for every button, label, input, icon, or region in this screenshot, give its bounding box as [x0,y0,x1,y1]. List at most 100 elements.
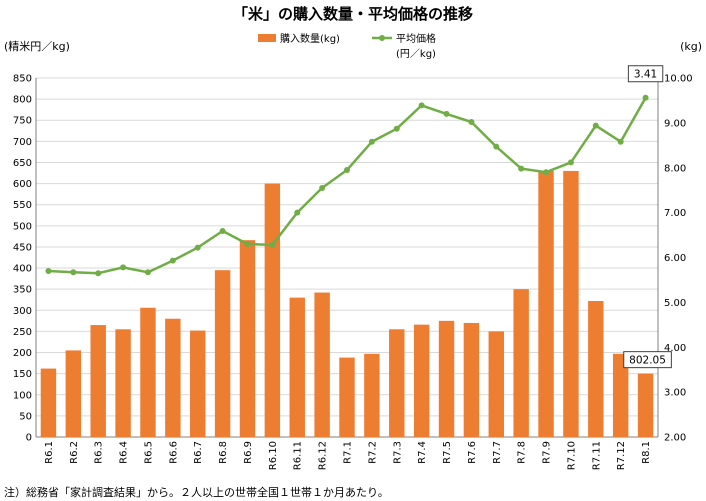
bar [413,324,430,437]
bar [538,170,554,437]
line-point [269,241,276,248]
bar [637,373,654,437]
x-tick-label: R6.10 [268,441,279,470]
y-left-tick-label: 650 [13,158,32,169]
line-point [294,209,301,216]
y-left-tick-label: 800 [13,95,32,106]
line-point [194,244,201,251]
x-tick-label: R6.11 [293,441,304,470]
legend-line-marker [379,35,385,41]
line-point [393,125,400,132]
callout-label: 3.41 [634,69,657,81]
x-tick-label: R7.9 [542,441,553,464]
bar [463,322,480,437]
right-axis-unit: (kg) [680,40,702,53]
y-right-tick-label: 7.00 [664,208,686,219]
line-point [368,138,375,145]
bar [289,297,305,437]
y-left-tick-label: 250 [13,327,32,338]
x-tick-label: R7.1 [343,441,354,464]
line-point [219,228,226,235]
x-tick-label: R6.5 [143,441,154,464]
bar [612,353,629,437]
line-point [418,102,425,109]
x-tick-label: R6.12 [318,441,329,470]
footnote: 注）総務省「家計調査結果」から。２人以上の世帯全国１世帯１か月あたり。 [4,485,389,499]
bar [165,318,181,437]
y-left-tick-label: 400 [13,264,32,275]
y-left-tick-label: 850 [13,74,32,85]
x-tick-label: R6.9 [243,441,254,464]
bar [488,331,504,437]
bar [239,240,256,437]
x-tick-label: R7.7 [492,441,503,464]
bar [389,329,405,437]
legend: 購入数量(kg) 平均価格 (円／kg) [258,32,436,60]
y-right-tick-label: 2.00 [664,433,686,444]
line-point [95,270,102,277]
line-point [642,94,649,101]
line-point [144,269,151,276]
y-left-tick-label: 0 [26,433,32,444]
legend-line-label-1: 平均価格 [396,32,436,45]
y-right-tick-label: 5.00 [664,298,686,309]
x-tick-label: R7.2 [367,441,378,464]
y-left-tick-label: 350 [13,285,32,296]
x-tick-label: R7.5 [442,441,453,464]
bar [339,357,355,437]
bar [314,292,330,437]
x-tick-label: R6.8 [218,441,229,464]
bar [90,325,106,437]
y-left-tick-label: 150 [13,369,32,380]
x-tick-label: R7.11 [591,441,602,470]
y-right-tick-label: 8.00 [664,163,686,174]
bar [264,183,281,437]
x-tick-label: R6.6 [168,441,179,464]
x-tick-label: R7.8 [517,441,528,464]
legend-line-label-2: (円／kg) [396,48,436,60]
y-left-tick-label: 600 [13,179,32,190]
line-point [319,184,326,191]
y-right-tick-label: 10.00 [664,74,693,85]
line-point [443,110,450,117]
x-tick-label: R7.6 [467,441,478,464]
y-left-tick-label: 200 [13,348,32,359]
x-tick-label: R7.12 [616,441,627,470]
line-point [344,166,350,173]
line-point [518,165,525,172]
line-point [592,122,599,129]
x-tick-label: R7.3 [392,441,403,464]
line-point [244,241,251,248]
bar [214,270,231,437]
bar [115,329,131,437]
x-tick-label: R6.3 [94,441,105,464]
y-left-tick-label: 550 [13,200,32,211]
x-tick-label: R8.1 [641,441,652,464]
line-point [567,159,574,166]
line-point [169,257,176,264]
bar [438,320,455,437]
callout-box [623,351,672,369]
x-tick-label: R7.10 [566,441,577,470]
y-left-tick-label: 450 [13,242,32,253]
callout-box [627,65,664,83]
x-tick-label: R6.2 [69,441,80,464]
line-point [120,264,127,271]
plot-area: 0 50 100 150 200 250 300 350 400 450 500 550 600 650 7… [13,65,693,470]
bar [65,350,82,437]
y-left-tick-label: 700 [13,137,32,148]
y-left-tick-label: 750 [13,116,32,127]
line-point [543,169,550,176]
x-tick-label: R6.1 [44,441,55,464]
bar [513,289,529,437]
x-tick-label: R6.7 [193,441,204,464]
bar [190,330,206,437]
y-right-tick-label: 6.00 [664,253,686,264]
x-tick-label: R6.4 [119,441,130,464]
y-left-tick-label: 300 [13,306,32,317]
y-right-tick-label: 4.00 [664,343,686,354]
y-right-tick-label: 3.00 [664,388,686,399]
y-left-tick-label: 100 [13,390,32,401]
bar [588,301,604,437]
